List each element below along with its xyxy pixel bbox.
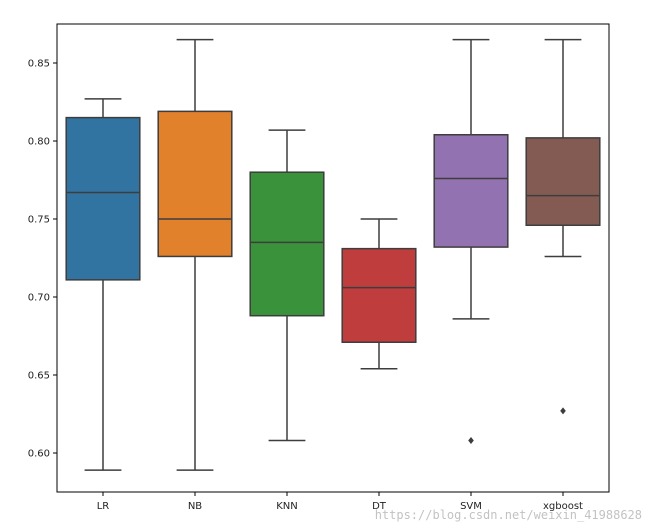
y-tick-label: 0.65	[28, 371, 50, 382]
y-tick-label: 0.75	[28, 215, 50, 226]
x-tick-label: KNN	[276, 501, 298, 512]
y-tick-label: 0.85	[28, 59, 50, 70]
y-tick-label: 0.60	[28, 449, 50, 460]
x-tick-label: LR	[97, 501, 110, 512]
outlier-point	[560, 407, 566, 415]
box-xgboost	[525, 137, 601, 226]
x-tick-label: NB	[188, 501, 202, 512]
y-tick-label: 0.70	[28, 293, 50, 304]
box-svm	[433, 134, 509, 248]
y-tick-label: 0.80	[28, 137, 50, 148]
plot-frame	[56, 23, 610, 493]
x-tick-label: DT	[372, 501, 387, 512]
box-dt	[341, 247, 417, 343]
outlier-point	[468, 437, 474, 445]
watermark-text: https://blog.csdn.net/weixin_41988628	[374, 508, 642, 522]
x-tick-label: xgboost	[543, 501, 583, 512]
box-knn	[249, 171, 325, 317]
box-lr	[65, 116, 141, 281]
plot-area: 0.60 0.65 0.70 0.75 0.80 0.85 LR NB KNN DT SVM xgbo…	[28, 23, 610, 512]
x-tick-label: SVM	[460, 501, 482, 512]
box-nb	[157, 110, 233, 258]
